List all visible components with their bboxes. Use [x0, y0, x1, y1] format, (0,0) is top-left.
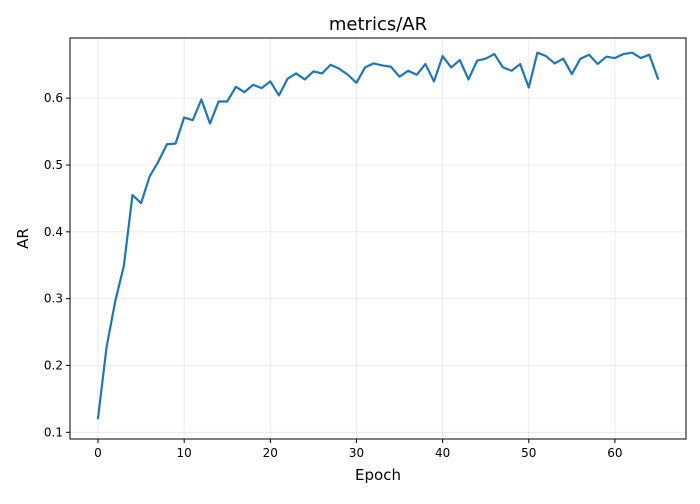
y-axis-label: AR	[14, 228, 32, 249]
x-tick-label: 50	[521, 446, 536, 460]
y-tick-label: 0.2	[44, 358, 63, 372]
y-tick-label: 0.3	[44, 292, 63, 306]
grid-layer	[70, 38, 686, 439]
x-axis-label: Epoch	[355, 466, 401, 484]
y-tick-label: 0.6	[44, 91, 63, 105]
x-tick-label: 30	[349, 446, 364, 460]
y-tick-label: 0.4	[44, 225, 63, 239]
x-tick-label: 40	[435, 446, 450, 460]
x-tick-label: 10	[177, 446, 192, 460]
series-line	[96, 51, 660, 420]
plot-area-frame	[69, 37, 687, 440]
tick-layer: 0 10 20 30 40 50 60 0.1 0.2 0.3 0.4 0.5 0.6	[44, 91, 623, 460]
y-tick-label: 0.5	[44, 158, 63, 172]
x-tick-label: 0	[94, 446, 102, 460]
y-tick-label: 0.1	[44, 425, 63, 439]
chart-title: metrics/AR	[329, 14, 427, 35]
series-layer	[96, 51, 660, 420]
x-tick-label: 20	[263, 446, 278, 460]
x-tick-label: 60	[607, 446, 622, 460]
